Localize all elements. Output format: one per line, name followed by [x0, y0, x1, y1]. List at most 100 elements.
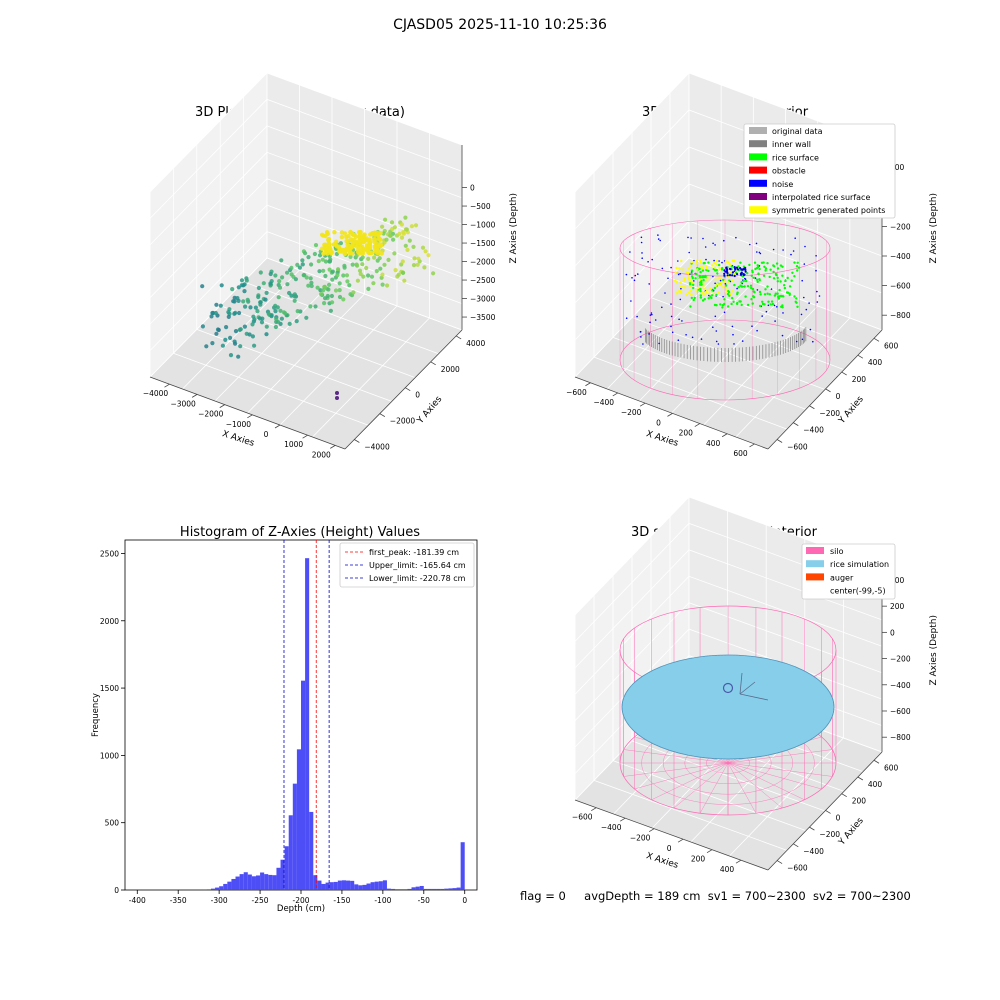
- panel2-y-tick-label: −200: [819, 409, 840, 418]
- panel2-noise-point: [670, 303, 672, 305]
- panel1-point: [328, 308, 333, 313]
- panel2-symmetric-point: [682, 268, 685, 271]
- panel2-rice-surface-point: [791, 271, 794, 274]
- panel1-point: [323, 259, 328, 264]
- panel2-rice-surface-point: [758, 267, 761, 271]
- panel2-rice-surface-point: [785, 291, 789, 294]
- panel1-point: [238, 344, 243, 349]
- panel2-rice-surface-point: [707, 261, 710, 264]
- panel1-point: [320, 257, 325, 262]
- panel1-point: [312, 251, 317, 257]
- panel1-x-tick: [191, 394, 198, 398]
- panel1-point: [317, 253, 323, 258]
- panel2-noise-point: [741, 340, 744, 342]
- panel2-rice-surface-point: [690, 272, 693, 275]
- panel1-x-tick: [247, 414, 253, 419]
- panel2-noise-cluster-point: [723, 269, 726, 272]
- panel2-symmetric-point: [690, 293, 693, 297]
- panel1-point: [355, 278, 360, 283]
- panel1-dense-point: [342, 231, 348, 236]
- panel2-noise-point: [670, 266, 672, 269]
- panel2-legend-swatch: [749, 166, 767, 174]
- panel1-point: [279, 258, 284, 263]
- panel1-point: [259, 320, 265, 325]
- panel1-point: [306, 255, 311, 260]
- panel2-noise-point: [651, 258, 653, 261]
- panel1-point: [396, 272, 401, 277]
- panel2-symmetric-point: [728, 271, 732, 274]
- panel1-point: [257, 316, 263, 321]
- panel2-y-tick: [841, 371, 847, 376]
- panel2-noise-point: [667, 277, 669, 280]
- panel1-point: [252, 343, 257, 348]
- panel2-rice-surface-point: [749, 284, 753, 287]
- panel3-bar: [215, 887, 220, 890]
- panel3-y-tick-label: 1000: [100, 751, 119, 760]
- panel4-silo-spoke: [727, 762, 833, 777]
- panel2-noise-point: [714, 244, 716, 246]
- panel2-rice-surface-point: [698, 281, 702, 284]
- panel1-point: [415, 262, 420, 267]
- panel2-symmetric-point: [691, 281, 694, 284]
- panel2-rice-surface-point: [776, 280, 779, 283]
- panel2-rice-surface-point: [711, 289, 714, 292]
- panel1-point: [337, 281, 342, 286]
- panel2-rice-surface-point: [694, 277, 697, 280]
- panel1-point: [294, 319, 299, 324]
- panel3-bar: [452, 888, 457, 890]
- panel4-silo-spoke: [673, 762, 729, 809]
- panel1-dense-point: [345, 242, 350, 247]
- panel4-y-tick: [793, 843, 799, 848]
- panel1-point: [214, 331, 219, 336]
- panel2-noise-point: [677, 260, 679, 262]
- panel2-rice-surface-point: [773, 265, 776, 268]
- panel1-x-tick-label: −4000: [143, 389, 169, 398]
- panel2-symmetric-point: [727, 260, 730, 264]
- panel2-z-tick-label: 200: [890, 163, 905, 172]
- panel2-rice-surface-point: [766, 292, 769, 295]
- panel2-noise-cluster-point: [741, 268, 744, 271]
- panel3-bar: [411, 887, 416, 890]
- panel2-rice-surface-point: [772, 270, 775, 274]
- panel3-bar: [325, 882, 330, 890]
- panel3-bar: [321, 883, 326, 890]
- panel2-rice-surface-point: [740, 285, 744, 288]
- panel2-noise-point: [648, 283, 650, 285]
- panel2-symmetric-point: [722, 285, 725, 288]
- panel1-point: [403, 243, 408, 248]
- panel2-noise-point: [803, 263, 806, 265]
- panel1-point: [377, 256, 382, 261]
- panel2-noise-point: [713, 259, 715, 262]
- panel1-point: [333, 288, 339, 293]
- panel1-x-tick: [274, 424, 281, 429]
- panel2-rice-surface-point: [773, 294, 777, 297]
- panel2-noise-point: [782, 249, 784, 251]
- panel2-x-tick: [667, 413, 673, 417]
- panel4-y-tick-label: −200: [819, 830, 840, 839]
- panel2-noise-point: [633, 279, 636, 282]
- panel2-noise-point: [800, 313, 803, 316]
- panel1-point: [360, 262, 365, 267]
- panel1-point: [252, 317, 257, 322]
- panel1-point: [303, 251, 308, 256]
- panel2-rice-surface-point: [758, 290, 762, 294]
- panel2-rice-surface-point: [753, 261, 757, 264]
- panel2-rice-surface-point: [780, 294, 784, 298]
- panel2-rice-surface-point: [769, 268, 772, 271]
- panel4-silo-spoke: [727, 762, 805, 800]
- panel2-symmetric-point: [720, 281, 723, 284]
- panel2-noise-point: [631, 277, 633, 279]
- panel4-rice-mesh: [621, 654, 835, 760]
- panel1-point: [326, 287, 331, 292]
- panel2-noise-point: [712, 275, 714, 278]
- panel4-x-tick: [677, 838, 684, 843]
- panel1-point: [273, 324, 278, 330]
- panel2-noise-point: [715, 340, 718, 343]
- panel1-z-tick-label: −3000: [470, 295, 496, 304]
- panel4-rice-surface: [621, 654, 835, 760]
- panel1-point: [401, 231, 406, 236]
- panel2-rice-surface-point: [776, 276, 779, 280]
- panel1-point: [273, 273, 278, 278]
- panel4-y-axis-label: Y Axies: [837, 816, 866, 848]
